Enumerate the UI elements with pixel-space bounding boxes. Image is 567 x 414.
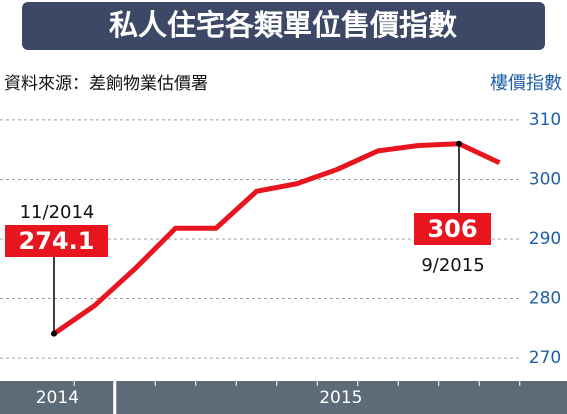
value-label-box: [5, 225, 108, 257]
line: [52, 141, 501, 336]
point: [51, 330, 57, 337]
x-axis-band: [0, 381, 567, 414]
point: [456, 140, 462, 147]
point-label: 9/2015: [421, 255, 484, 276]
value-label: 274.1: [19, 227, 95, 255]
chart-title: 私人住宅各類單位售價指數: [109, 8, 457, 42]
value-label-box: [414, 213, 491, 245]
value-label: 306: [427, 215, 477, 243]
y-tick-label: 280: [529, 289, 561, 309]
y-tick-label: 300: [529, 169, 561, 189]
y-axis-label: 樓價指數: [490, 73, 562, 94]
source: 資料來源：差餉物業估價署: [4, 74, 208, 94]
x-tick-label: 2015: [319, 388, 362, 408]
point-label: 11/2014: [20, 202, 95, 223]
y-tick-label: 270: [529, 348, 561, 368]
x-tick-label: 2014: [36, 388, 79, 408]
y-tick-label: 310: [529, 110, 561, 130]
title-banner: [22, 2, 545, 50]
y-tick-label: 290: [529, 229, 561, 249]
